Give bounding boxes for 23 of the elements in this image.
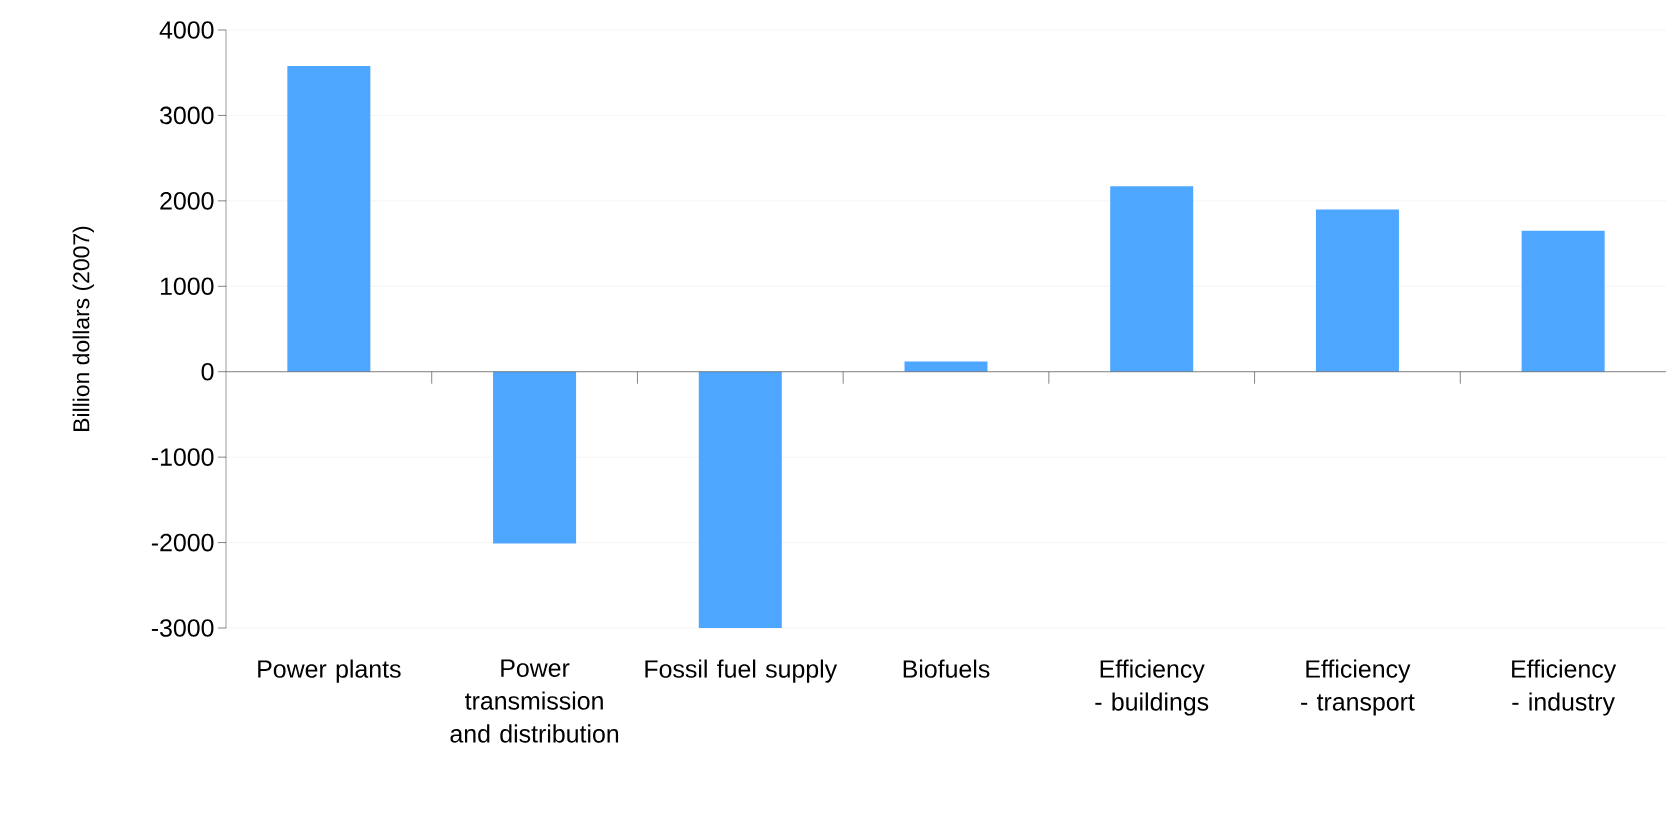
bar — [904, 361, 988, 372]
bar — [287, 65, 371, 372]
bar — [698, 371, 782, 628]
y-tick-label: -1000 — [151, 448, 214, 466]
bar — [1315, 209, 1399, 372]
x-tick-label: Efficiency - transport — [1301, 659, 1415, 716]
x-tick-label: Biofuels — [903, 659, 990, 678]
y-tick-label: 4000 — [159, 21, 214, 39]
x-tick-label: Power plants — [258, 659, 401, 683]
y-tick-label: 1000 — [160, 277, 214, 296]
y-tick-label: 0 — [201, 362, 214, 381]
y-tick-label: 2000 — [160, 192, 214, 210]
y-axis-title: Billion dollars (2007) — [72, 226, 94, 431]
bar — [1110, 186, 1194, 372]
bar — [1521, 230, 1605, 372]
x-tick-label: Power transmission and distribution — [450, 659, 619, 743]
y-tick-label: 3000 — [160, 106, 214, 125]
x-tick-label: Fossil fuel supply — [645, 659, 838, 683]
x-tick-label: Efficiency - buildings — [1095, 659, 1209, 716]
y-tick-label: -2000 — [151, 533, 214, 552]
bar — [493, 371, 577, 544]
x-tick-label: Efficiency - industry — [1512, 659, 1617, 716]
y-tick-label: -3000 — [151, 619, 214, 637]
